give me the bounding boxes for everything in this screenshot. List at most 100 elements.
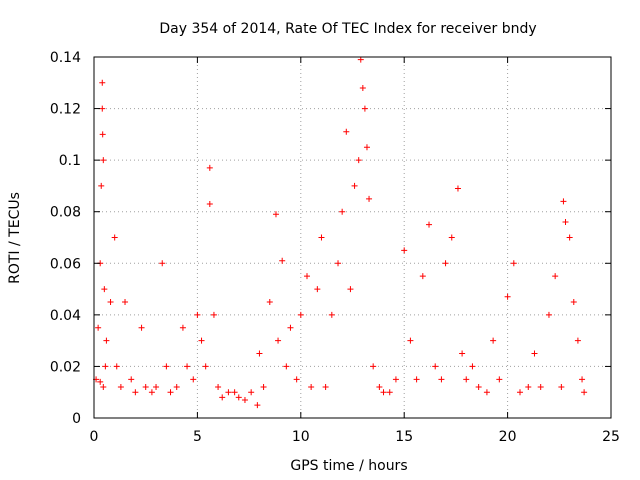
x-tick-labels: 0 5 10 15 20 25 [90,429,620,445]
data-point [359,84,366,91]
data-point [448,234,455,241]
plot-frame [93,56,612,419]
data-point [401,247,408,254]
data-point [574,337,581,344]
data-point [122,298,129,305]
x-tick-label: 5 [193,429,202,445]
data-point [163,363,170,370]
data-point [570,298,577,305]
y-axis-label: ROTI / TECUs [7,192,23,284]
data-point [581,389,588,396]
data-point [552,273,559,280]
data-point [138,324,145,331]
data-point [190,376,197,383]
data-point [194,311,201,318]
data-point [153,384,160,391]
data-point [179,324,186,331]
data-point [504,293,511,300]
data-point [272,211,279,218]
data-point [386,389,393,396]
data-point [355,157,362,164]
y-tick-label: 0.08 [50,205,81,221]
data-point [343,128,350,135]
data-point [107,298,114,305]
data-point [537,384,544,391]
data-point [454,185,461,192]
data-point [392,376,399,383]
data-point [297,311,304,318]
data-point [279,257,286,264]
data-point [560,198,567,205]
data-point [132,389,139,396]
y-tick-label: 0.12 [50,102,81,118]
data-point [100,157,107,164]
data-point [318,234,325,241]
data-point [357,56,364,63]
data-point [215,384,222,391]
grid-lines [94,57,611,418]
data-point [100,384,107,391]
data-point [459,350,466,357]
data-point [419,273,426,280]
data-point [366,195,373,202]
data-point [248,389,255,396]
data-point [219,394,226,401]
data-point [99,79,106,86]
x-tick-label: 10 [292,429,310,445]
data-point [148,389,155,396]
data-point [260,384,267,391]
data-point [525,384,532,391]
data-point [432,363,439,370]
data-point [413,376,420,383]
data-point [308,384,315,391]
data-point [99,131,106,138]
data-point [95,324,102,331]
data-point [206,164,213,171]
data-point [102,363,109,370]
data-point [490,337,497,344]
data-point [426,221,433,228]
x-tick-label: 15 [395,429,413,445]
y-tick-label: 0.1 [59,153,81,169]
axis-ticks [93,56,612,419]
x-tick-label: 20 [499,429,517,445]
data-point [103,337,110,344]
y-tick-labels: 0 0.02 0.04 0.06 0.08 0.1 0.12 0.14 [50,50,81,427]
data-point [370,363,377,370]
data-point [363,144,370,151]
data-point [184,363,191,370]
data-point [361,105,368,112]
y-tick-label: 0.04 [50,308,81,324]
data-point [113,363,120,370]
data-point [407,337,414,344]
data-point [98,182,105,189]
data-point [235,394,242,401]
data-point [347,286,354,293]
data-point [496,376,503,383]
chart-title: Day 354 of 2014, Rate Of TEC Index for r… [159,21,536,37]
data-point [335,260,342,267]
data-point [101,286,108,293]
y-tick-label: 0 [72,411,81,427]
data-point [99,105,106,112]
data-point [579,376,586,383]
data-point [283,363,290,370]
data-point [351,182,358,189]
data-point [483,389,490,396]
data-point [531,350,538,357]
data-point [322,384,329,391]
data-point [266,298,273,305]
data-point [469,363,476,370]
data-point [566,234,573,241]
data-point [510,260,517,267]
data-point [475,384,482,391]
data-point [128,376,135,383]
data-point [376,384,383,391]
y-tick-label: 0.06 [50,256,81,272]
data-point [167,389,174,396]
data-point [562,219,569,226]
y-tick-label: 0.14 [50,50,81,66]
data-point [231,389,238,396]
